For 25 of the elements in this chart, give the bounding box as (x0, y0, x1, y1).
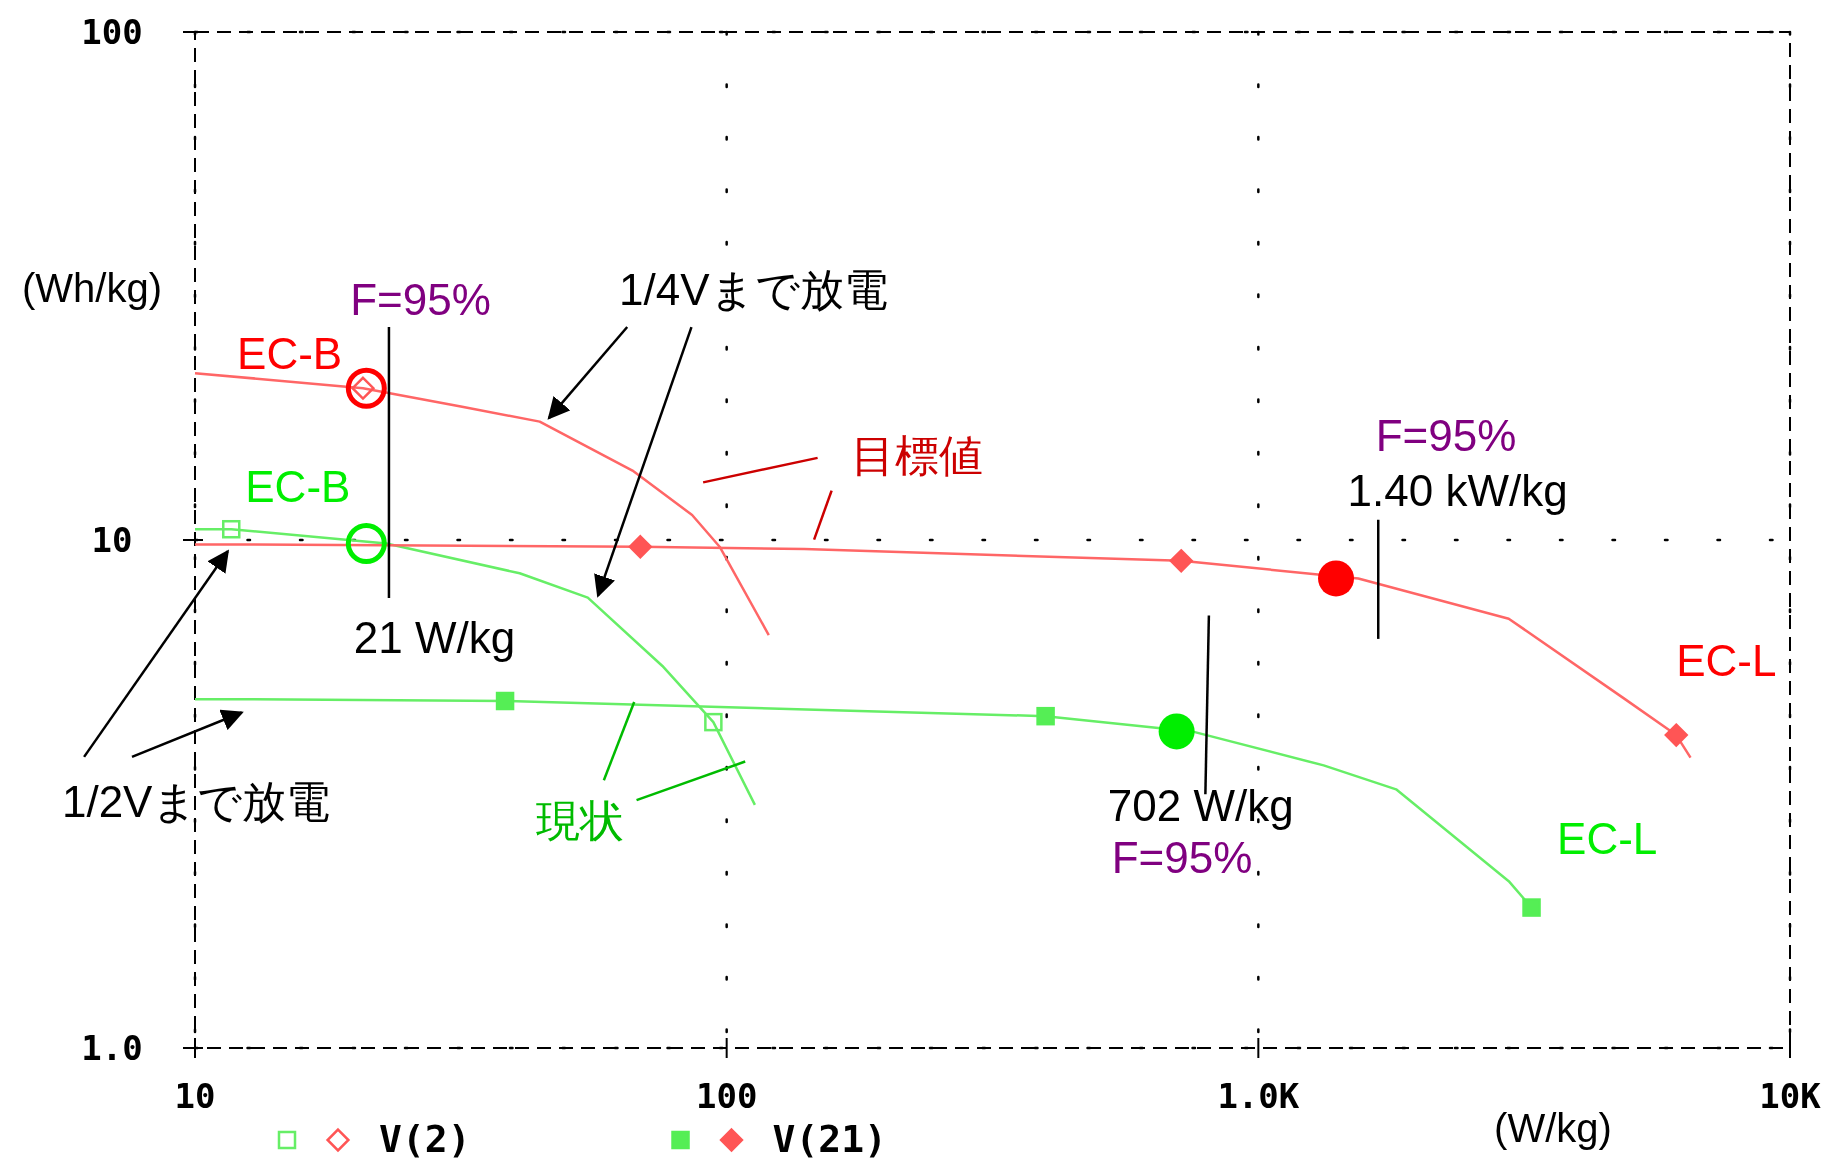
annotation: EC-L (1676, 636, 1777, 686)
legend-label: V(2) (379, 1117, 471, 1161)
annotation: 目標値 (850, 430, 983, 480)
annotation: 21 W/kg (353, 612, 516, 662)
y-axis-title: (Wh/kg) (22, 266, 162, 310)
y-tick-label: 10 (91, 520, 133, 560)
annotation: F=95% (350, 275, 491, 325)
annotation: 現状 (536, 796, 625, 846)
y-tick-label: 100 (81, 12, 143, 52)
annotation: 1.40 kW/kg (1347, 465, 1568, 515)
annotation: EC-L (1557, 813, 1658, 863)
annotation: 1/2Vまで放電 (61, 777, 331, 827)
annotation: 702 W/kg (1107, 780, 1294, 830)
y-tick-label: 1.0 (81, 1028, 143, 1068)
annotation: F=95% (1111, 833, 1253, 883)
x-tick-label: 10K (1759, 1076, 1822, 1116)
x-axis-title: (W/kg) (1494, 1106, 1612, 1150)
annotation: F=95% (1375, 410, 1517, 460)
x-tick-label: 10 (174, 1076, 216, 1116)
annotation: 1/4Vまで放電 (619, 264, 888, 314)
annotation: EC-B (245, 462, 351, 512)
x-tick-label: 100 (695, 1076, 758, 1116)
x-tick-label: 1.0K (1217, 1076, 1300, 1116)
legend-label: V(21) (772, 1117, 887, 1161)
annotation: EC-B (237, 328, 343, 378)
